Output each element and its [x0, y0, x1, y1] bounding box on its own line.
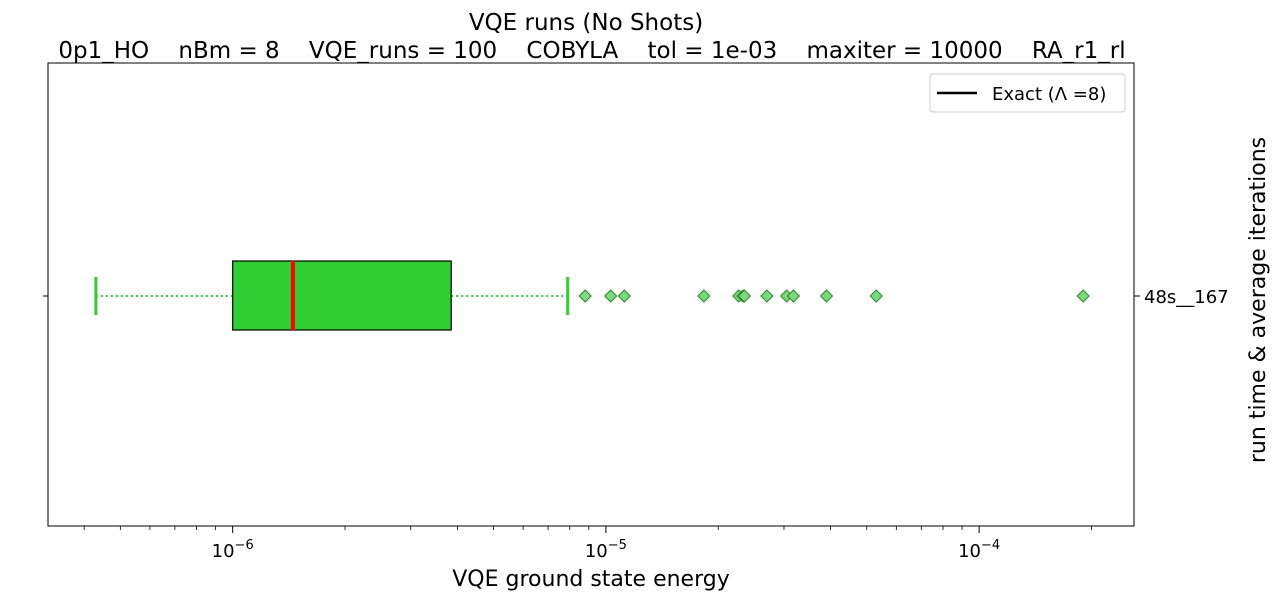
y-axis-right: 48s__167	[43, 287, 1229, 308]
outlier-point	[603, 289, 618, 303]
legend-box	[929, 73, 1126, 113]
outlier-point	[786, 289, 801, 303]
outlier-point	[737, 289, 752, 303]
y-category-label: 48s__167	[1144, 287, 1229, 308]
outlier-point	[1076, 289, 1090, 303]
outlier-point	[697, 289, 711, 303]
x-tick-label: 10−5	[585, 538, 627, 562]
outlier-point	[869, 289, 883, 303]
chart-subtitle: 0p1_HO nBm = 8 VQE_runs = 100 COBYLA tol…	[58, 38, 1125, 64]
x-tick-label: 10−4	[958, 538, 1000, 562]
outlier-point	[819, 289, 834, 303]
plot-area	[94, 260, 1090, 331]
plot-frame	[47, 62, 1135, 527]
x-axis-label: VQE ground state energy	[452, 567, 729, 592]
outlier-point	[578, 289, 592, 303]
legend-exact-label: Exact (Λ =8)	[992, 84, 1106, 105]
chart-title: VQE runs (No Shots)	[469, 10, 703, 36]
box-iqr	[232, 260, 452, 331]
y-axis-label-right: run time & average iterations	[1246, 137, 1271, 463]
x-tick-label: 10−6	[212, 538, 254, 562]
outlier-point	[617, 289, 631, 303]
outlier-point	[760, 289, 774, 303]
x-axis: 10−6 10−5 10−4	[83, 526, 1092, 562]
legend: Exact (Λ =8)	[929, 73, 1126, 113]
